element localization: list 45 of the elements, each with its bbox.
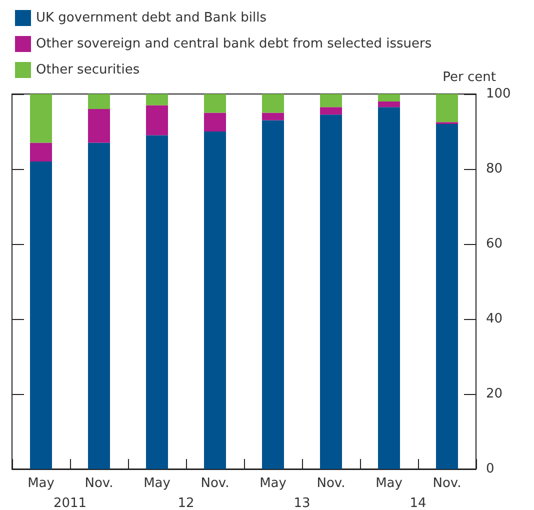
- y-tick-label: 100: [486, 86, 511, 102]
- bar: [378, 94, 400, 102]
- y-tick-label: 80: [486, 162, 503, 176]
- bar: [204, 132, 226, 469]
- legend-label: Other sovereign and central bank debt from selected issuers: [36, 36, 432, 52]
- bar: [436, 94, 458, 122]
- bar: [262, 94, 284, 113]
- bar: [378, 102, 400, 108]
- bar: [204, 112, 226, 132]
- bar: [30, 94, 52, 143]
- bar: [378, 107, 400, 469]
- x-tick-label: Nov.: [432, 476, 462, 491]
- bar: [88, 142, 110, 469]
- legend-label: Other securities: [36, 62, 140, 78]
- y-axis-title: Per cent: [442, 70, 496, 85]
- bar: [146, 135, 168, 469]
- bar: [320, 94, 342, 108]
- text: 2011: [53, 496, 87, 510]
- bar: [88, 109, 110, 143]
- bar: [262, 120, 284, 469]
- x-tick-label: May: [28, 476, 55, 491]
- bar: [30, 162, 52, 469]
- text: 12: [178, 496, 194, 510]
- bar: [436, 124, 458, 469]
- legend-label: UK government debt and Bank bills: [36, 10, 267, 26]
- bar: [88, 94, 110, 109]
- x-tick-label: May: [376, 476, 403, 491]
- bar: [146, 94, 168, 106]
- text: 14: [410, 496, 426, 510]
- x-tick-label: May: [144, 476, 171, 491]
- x-tick-label: Nov.: [84, 476, 114, 491]
- x-tick-label: May: [260, 476, 287, 491]
- y-tick-label: 60: [486, 236, 503, 252]
- y-tick-label: 40: [486, 312, 503, 326]
- bar: [30, 142, 52, 162]
- bar: [320, 107, 342, 115]
- bar: [320, 114, 342, 469]
- y-tick-label: 20: [486, 386, 503, 402]
- x-tick-label: Nov.: [316, 476, 346, 491]
- bar: [146, 105, 168, 136]
- bar: [262, 112, 284, 120]
- y-tick-label: 0: [486, 462, 494, 476]
- bar: [204, 94, 226, 113]
- x-tick-label: Nov.: [200, 476, 230, 491]
- text: 13: [294, 496, 310, 510]
